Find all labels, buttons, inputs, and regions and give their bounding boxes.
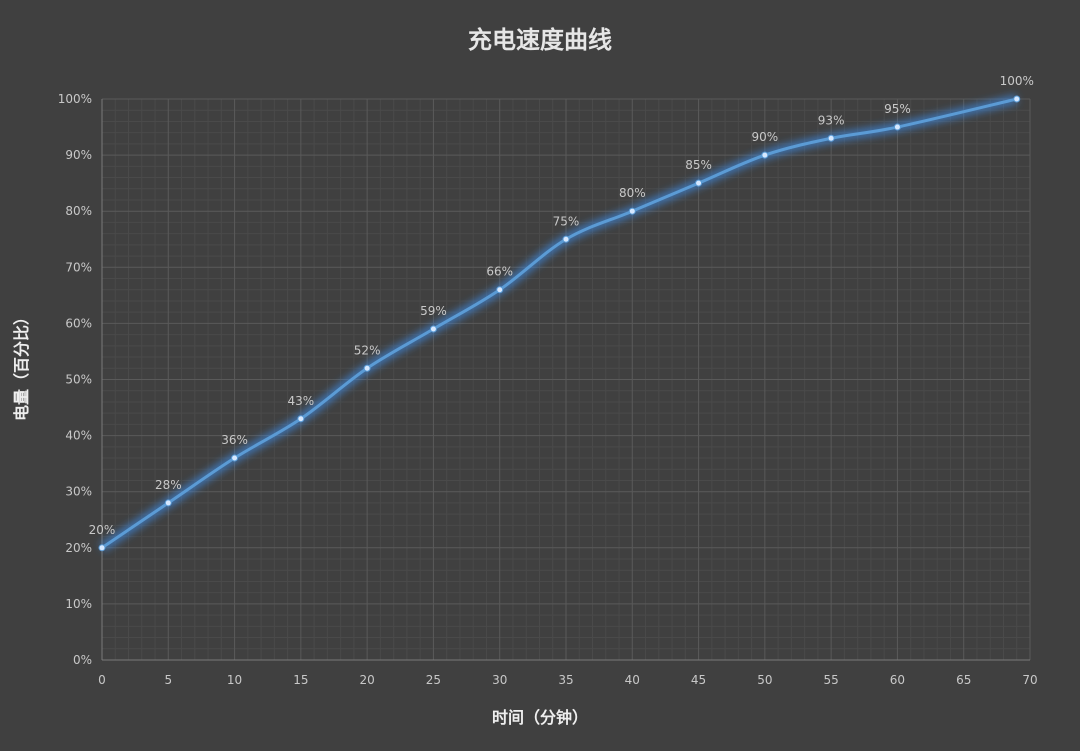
data-label: 93%: [818, 113, 845, 127]
data-point: [1013, 95, 1021, 103]
data-label: 75%: [553, 214, 580, 228]
y-tick-label: 90%: [65, 148, 92, 162]
data-point: [695, 179, 703, 187]
x-tick-label: 25: [426, 673, 441, 687]
data-label: 43%: [288, 394, 315, 408]
data-point: [562, 235, 570, 243]
x-tick-label: 0: [98, 673, 106, 687]
x-tick-label: 35: [558, 673, 573, 687]
x-tick-label: 10: [227, 673, 242, 687]
x-tick-label: 60: [890, 673, 905, 687]
y-tick-label: 70%: [65, 260, 92, 274]
y-tick-label: 40%: [65, 429, 92, 443]
chart-title: 充电速度曲线: [468, 26, 612, 54]
data-label: 90%: [752, 130, 779, 144]
x-axis-label: 时间（分钟）: [491, 708, 588, 727]
x-tick-label: 40: [625, 673, 640, 687]
y-tick-label: 100%: [58, 92, 92, 106]
x-tick-label: 30: [492, 673, 507, 687]
data-label: 52%: [354, 343, 381, 357]
data-point: [164, 499, 172, 507]
data-point: [827, 134, 835, 142]
data-point: [628, 207, 636, 215]
x-tick-label: 65: [956, 673, 971, 687]
data-point: [363, 364, 371, 372]
data-point: [297, 415, 305, 423]
y-tick-label: 20%: [65, 541, 92, 555]
y-tick-label: 80%: [65, 204, 92, 218]
data-point: [429, 325, 437, 333]
data-point: [98, 544, 106, 552]
data-label: 85%: [685, 158, 712, 172]
data-label: 36%: [221, 433, 248, 447]
x-tick-label: 5: [164, 673, 172, 687]
y-tick-label: 30%: [65, 485, 92, 499]
y-tick-label: 10%: [65, 597, 92, 611]
x-tick-label: 50: [757, 673, 772, 687]
data-point: [496, 286, 504, 294]
data-label: 59%: [420, 304, 447, 318]
grid: [101, 98, 1031, 661]
axes: 0% 10% 20% 30% 40% 50% 60% 70% 80% 90% 100% 0 5 10 15 2…: [58, 92, 1038, 687]
data-point: [893, 123, 901, 131]
data-label: 28%: [155, 478, 182, 492]
series-charge-level: [98, 94, 1021, 552]
data-label: 100%: [1000, 74, 1034, 88]
x-tick-label: 20: [360, 673, 375, 687]
x-tick-label: 55: [824, 673, 839, 687]
data-point: [231, 454, 239, 462]
y-tick-label: 0%: [73, 653, 92, 667]
data-label: 66%: [486, 265, 513, 279]
data-label: 95%: [884, 102, 911, 116]
y-tick-label: 50%: [65, 373, 92, 387]
data-label: 80%: [619, 186, 646, 200]
y-tick-label: 60%: [65, 316, 92, 330]
data-label: 20%: [89, 523, 116, 537]
data-labels: 20% 28% 36% 43% 52% 59% 66% 75% 80% 85% 90% 93% 95% 1…: [89, 74, 1034, 537]
x-tick-label: 45: [691, 673, 706, 687]
x-tick-label: 15: [293, 673, 308, 687]
x-tick-label: 70: [1022, 673, 1037, 687]
data-point: [761, 151, 769, 159]
